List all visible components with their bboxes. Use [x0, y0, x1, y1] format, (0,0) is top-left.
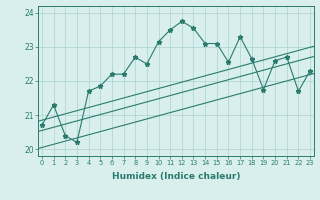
X-axis label: Humidex (Indice chaleur): Humidex (Indice chaleur) [112, 172, 240, 181]
